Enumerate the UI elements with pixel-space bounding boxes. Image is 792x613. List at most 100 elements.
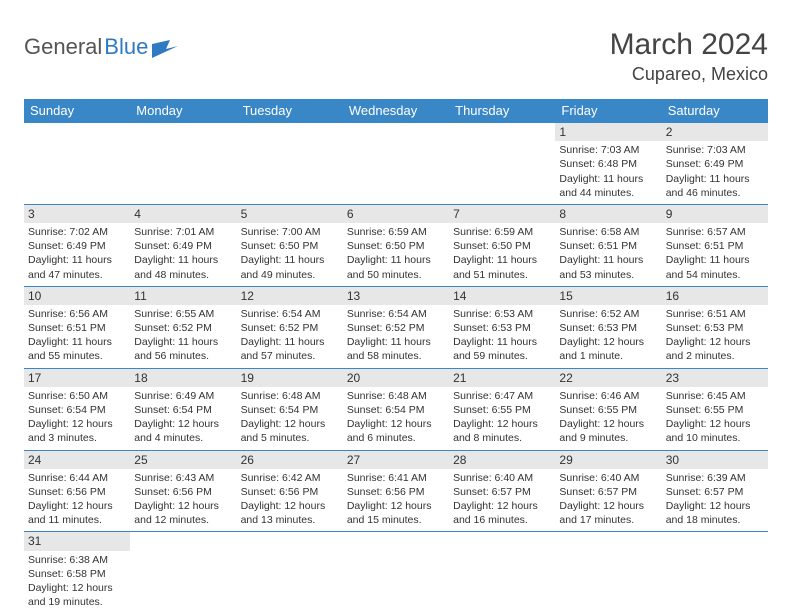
sunrise-text: Sunrise: 7:02 AM — [28, 225, 126, 239]
sunset-text: Sunset: 6:51 PM — [559, 239, 657, 253]
logo-text-part2: Blue — [104, 34, 148, 60]
sunrise-text: Sunrise: 6:38 AM — [28, 553, 126, 567]
day-number — [449, 532, 555, 534]
logo-text-part1: General — [24, 34, 102, 60]
daylight-text: Daylight: 12 hours and 12 minutes. — [134, 499, 232, 527]
sunrise-text: Sunrise: 6:45 AM — [666, 389, 764, 403]
location-label: Cupareo, Mexico — [610, 64, 768, 85]
weekday-header: Sunday — [24, 99, 130, 123]
sunset-text: Sunset: 6:58 PM — [28, 567, 126, 581]
calendar-cell: 4Sunrise: 7:01 AMSunset: 6:49 PMDaylight… — [130, 204, 236, 286]
day-number: 22 — [555, 369, 661, 387]
daylight-text: Daylight: 11 hours and 51 minutes. — [453, 253, 551, 281]
sunset-text: Sunset: 6:54 PM — [134, 403, 232, 417]
sunrise-text: Sunrise: 6:59 AM — [347, 225, 445, 239]
day-number: 19 — [237, 369, 343, 387]
calendar-cell — [237, 123, 343, 205]
calendar-cell: 19Sunrise: 6:48 AMSunset: 6:54 PMDayligh… — [237, 368, 343, 450]
day-number: 12 — [237, 287, 343, 305]
sunset-text: Sunset: 6:57 PM — [666, 485, 764, 499]
sunset-text: Sunset: 6:57 PM — [559, 485, 657, 499]
sunset-text: Sunset: 6:51 PM — [28, 321, 126, 335]
sunset-text: Sunset: 6:54 PM — [28, 403, 126, 417]
weekday-header-row: Sunday Monday Tuesday Wednesday Thursday… — [24, 99, 768, 123]
day-number: 29 — [555, 451, 661, 469]
sunset-text: Sunset: 6:49 PM — [28, 239, 126, 253]
day-number: 5 — [237, 205, 343, 223]
daylight-text: Daylight: 11 hours and 58 minutes. — [347, 335, 445, 363]
day-number: 26 — [237, 451, 343, 469]
day-number — [130, 123, 236, 125]
calendar-cell: 9Sunrise: 6:57 AMSunset: 6:51 PMDaylight… — [662, 204, 768, 286]
day-number: 20 — [343, 369, 449, 387]
day-number: 13 — [343, 287, 449, 305]
sunrise-text: Sunrise: 7:01 AM — [134, 225, 232, 239]
day-number: 18 — [130, 369, 236, 387]
sunset-text: Sunset: 6:56 PM — [241, 485, 339, 499]
calendar-cell: 10Sunrise: 6:56 AMSunset: 6:51 PMDayligh… — [24, 286, 130, 368]
day-number: 7 — [449, 205, 555, 223]
sunset-text: Sunset: 6:56 PM — [347, 485, 445, 499]
calendar-cell: 2Sunrise: 7:03 AMSunset: 6:49 PMDaylight… — [662, 123, 768, 205]
calendar-cell: 28Sunrise: 6:40 AMSunset: 6:57 PMDayligh… — [449, 450, 555, 532]
sunrise-text: Sunrise: 6:48 AM — [241, 389, 339, 403]
sunrise-text: Sunrise: 6:44 AM — [28, 471, 126, 485]
day-number: 11 — [130, 287, 236, 305]
calendar-cell: 26Sunrise: 6:42 AMSunset: 6:56 PMDayligh… — [237, 450, 343, 532]
sunrise-text: Sunrise: 6:40 AM — [559, 471, 657, 485]
day-number — [130, 532, 236, 534]
sunset-text: Sunset: 6:52 PM — [134, 321, 232, 335]
sunrise-text: Sunrise: 6:57 AM — [666, 225, 764, 239]
calendar-row: 3Sunrise: 7:02 AMSunset: 6:49 PMDaylight… — [24, 204, 768, 286]
sunrise-text: Sunrise: 7:03 AM — [666, 143, 764, 157]
title-block: March 2024 Cupareo, Mexico — [610, 28, 768, 85]
calendar-cell: 18Sunrise: 6:49 AMSunset: 6:54 PMDayligh… — [130, 368, 236, 450]
sunrise-text: Sunrise: 6:55 AM — [134, 307, 232, 321]
daylight-text: Daylight: 12 hours and 3 minutes. — [28, 417, 126, 445]
sunset-text: Sunset: 6:53 PM — [666, 321, 764, 335]
day-number — [343, 123, 449, 125]
sunrise-text: Sunrise: 6:40 AM — [453, 471, 551, 485]
sunset-text: Sunset: 6:50 PM — [347, 239, 445, 253]
calendar-row: 1Sunrise: 7:03 AMSunset: 6:48 PMDaylight… — [24, 123, 768, 205]
sunset-text: Sunset: 6:48 PM — [559, 157, 657, 171]
day-number: 6 — [343, 205, 449, 223]
calendar-cell: 31Sunrise: 6:38 AMSunset: 6:58 PMDayligh… — [24, 532, 130, 613]
calendar-cell — [449, 123, 555, 205]
weekday-header: Monday — [130, 99, 236, 123]
calendar-cell: 8Sunrise: 6:58 AMSunset: 6:51 PMDaylight… — [555, 204, 661, 286]
calendar-cell — [343, 123, 449, 205]
day-number — [555, 532, 661, 534]
daylight-text: Daylight: 12 hours and 5 minutes. — [241, 417, 339, 445]
calendar-cell: 15Sunrise: 6:52 AMSunset: 6:53 PMDayligh… — [555, 286, 661, 368]
day-number — [343, 532, 449, 534]
sunrise-text: Sunrise: 6:46 AM — [559, 389, 657, 403]
daylight-text: Daylight: 12 hours and 17 minutes. — [559, 499, 657, 527]
sunrise-text: Sunrise: 6:47 AM — [453, 389, 551, 403]
sunrise-text: Sunrise: 7:03 AM — [559, 143, 657, 157]
daylight-text: Daylight: 12 hours and 18 minutes. — [666, 499, 764, 527]
calendar-cell: 20Sunrise: 6:48 AMSunset: 6:54 PMDayligh… — [343, 368, 449, 450]
sunrise-text: Sunrise: 6:39 AM — [666, 471, 764, 485]
day-number — [237, 123, 343, 125]
calendar-row: 24Sunrise: 6:44 AMSunset: 6:56 PMDayligh… — [24, 450, 768, 532]
calendar-cell: 24Sunrise: 6:44 AMSunset: 6:56 PMDayligh… — [24, 450, 130, 532]
calendar-cell: 29 Sunrise: 6:40 AMSunset: 6:57 PMDayligh… — [555, 450, 661, 532]
day-number: 28 — [449, 451, 555, 469]
calendar-cell: 13Sunrise: 6:54 AMSunset: 6:52 PMDayligh… — [343, 286, 449, 368]
calendar-cell — [662, 532, 768, 613]
sunset-text: Sunset: 6:57 PM — [453, 485, 551, 499]
calendar-cell: 21Sunrise: 6:47 AMSunset: 6:55 PMDayligh… — [449, 368, 555, 450]
calendar-cell — [555, 532, 661, 613]
day-number: 10 — [24, 287, 130, 305]
calendar-cell — [130, 532, 236, 613]
day-number — [662, 532, 768, 534]
weekday-header: Wednesday — [343, 99, 449, 123]
day-number — [449, 123, 555, 125]
day-number: 27 — [343, 451, 449, 469]
weekday-header: Thursday — [449, 99, 555, 123]
daylight-text: Daylight: 12 hours and 4 minutes. — [134, 417, 232, 445]
day-number: 1 — [555, 123, 661, 141]
weekday-header: Friday — [555, 99, 661, 123]
daylight-text: Daylight: 11 hours and 53 minutes. — [559, 253, 657, 281]
